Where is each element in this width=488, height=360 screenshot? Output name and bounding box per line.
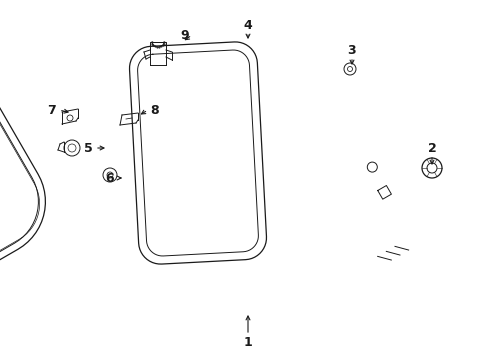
Text: 4: 4 (243, 18, 252, 32)
Text: 6: 6 (105, 171, 114, 185)
Text: 2: 2 (427, 141, 435, 154)
Text: 3: 3 (347, 44, 356, 57)
Text: 8: 8 (150, 104, 159, 117)
Text: 9: 9 (181, 28, 189, 41)
Text: 5: 5 (83, 141, 92, 154)
Text: 7: 7 (47, 104, 56, 117)
Text: 1: 1 (243, 336, 252, 348)
